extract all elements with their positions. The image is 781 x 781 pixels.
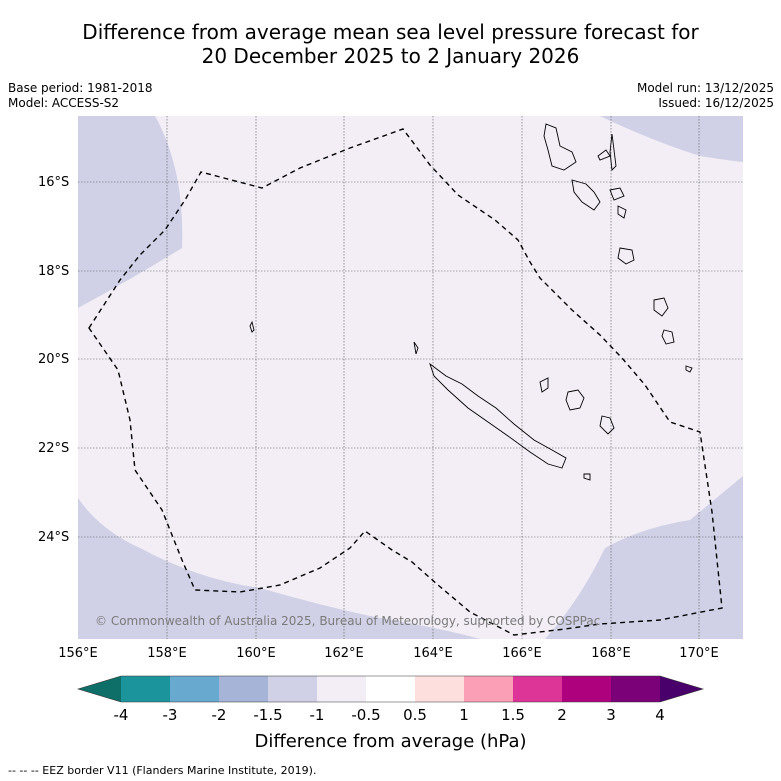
coastlines [249, 123, 693, 481]
lon-label: 158°E [147, 646, 187, 661]
lat-label: 22°S [38, 441, 70, 456]
model-run: Model run: 13/12/2025 [636, 81, 774, 95]
colorbar-tick: 3 [606, 706, 616, 724]
island-chesterfield [249, 320, 255, 333]
colorbar-tick: -4 [113, 706, 129, 724]
colorbar-min-arrow [78, 676, 121, 702]
lon-label: 156°E [58, 646, 98, 661]
colorbar-tick: 0.5 [403, 706, 427, 724]
colorbar-tick: -1 [309, 706, 325, 724]
island-ouvea [539, 377, 549, 393]
colorbar-tick: 2 [557, 706, 567, 724]
island-aneityum [685, 365, 693, 373]
lat-label: 18°S [38, 264, 70, 279]
island-ambrym [609, 187, 625, 201]
island-espiritu-santo [543, 123, 577, 171]
island-loyalty-lifou [565, 389, 585, 411]
lon-label: 160°E [236, 646, 276, 661]
colorbar-segment [366, 676, 415, 702]
colorbar-segment [170, 676, 219, 702]
island-pentecost [609, 133, 617, 171]
colorbar-segment [562, 676, 611, 702]
eez-border [88, 128, 723, 636]
anomaly-region-northwest [78, 116, 183, 308]
colorbar-segment [219, 676, 268, 702]
lat-label: 20°S [38, 352, 70, 367]
colorbar-segment [268, 676, 317, 702]
colorbar-segment [611, 676, 660, 702]
colorbar-segment [121, 676, 170, 702]
colorbar-max-arrow [660, 676, 703, 702]
island-malekula [571, 179, 601, 211]
colorbar-tick: -3 [162, 706, 178, 724]
colorbar [76, 675, 705, 703]
colorbar-tick: 1 [459, 706, 469, 724]
lon-label: 166°E [502, 646, 542, 661]
colorbar-label: Difference from average (hPa) [254, 731, 527, 752]
colorbar-tick: -1.5 [253, 706, 283, 724]
issued-date: Issued: 16/12/2025 [658, 96, 774, 110]
lat-label: 16°S [38, 175, 70, 190]
map-area [78, 116, 743, 639]
lon-label: 164°E [413, 646, 453, 661]
island-tanna [661, 329, 675, 345]
title-line-1: Difference from average mean sea level p… [82, 20, 699, 44]
lon-label: 168°E [591, 646, 631, 661]
colorbar-segment [415, 676, 464, 702]
island-epi [617, 205, 627, 219]
colorbar-tick: 1.5 [501, 706, 525, 724]
lon-label: 170°E [679, 646, 719, 661]
lat-label: 24°S [38, 530, 70, 545]
island-new-caledonia [429, 362, 567, 469]
title-line-2: 20 December 2025 to 2 January 2026 [201, 44, 580, 68]
colorbar-tick: 4 [655, 706, 665, 724]
colorbar-segment [464, 676, 513, 702]
colorbar-tick: -2 [211, 706, 227, 724]
anomaly-region-northeast [600, 116, 743, 162]
colorbar-segment [317, 676, 366, 702]
eez-legend: -- -- -- EEZ border V11 (Flanders Marine… [8, 764, 317, 777]
island-ile-des-pins [583, 473, 591, 481]
island-belep [413, 341, 419, 355]
colorbar-tick: -0.5 [351, 706, 381, 724]
base-period: Base period: 1981-2018 [8, 81, 153, 95]
island-erromango [653, 297, 669, 317]
anomaly-region-southeast [545, 476, 743, 639]
lon-label: 162°E [324, 646, 364, 661]
copyright-notice: © Commonwealth of Australia 2025, Bureau… [95, 614, 601, 628]
island-loyalty-mare [599, 415, 615, 435]
island-efate [617, 247, 635, 265]
colorbar-segment [513, 676, 562, 702]
anomaly-region-southwest [78, 498, 480, 639]
model-name: Model: ACCESS-S2 [8, 96, 120, 110]
